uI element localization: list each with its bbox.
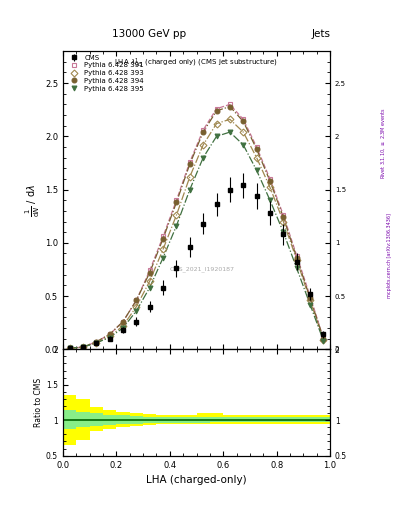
Pythia 6.428 394 [268, 178, 272, 184]
Legend: CMS, Pythia 6.428 391, Pythia 6.428 393, Pythia 6.428 394, Pythia 6.428 395: CMS, Pythia 6.428 391, Pythia 6.428 393,… [65, 53, 145, 93]
Pythia 6.428 391 [321, 335, 326, 342]
Pythia 6.428 395 [121, 325, 125, 331]
Pythia 6.428 395 [81, 344, 85, 350]
Pythia 6.428 393 [268, 184, 272, 190]
Pythia 6.428 394 [321, 335, 326, 342]
Pythia 6.428 394 [241, 118, 246, 124]
Pythia 6.428 394 [67, 345, 72, 351]
Pythia 6.428 391 [107, 331, 112, 337]
Pythia 6.428 391 [134, 297, 139, 303]
Pythia 6.428 395 [214, 133, 219, 139]
Pythia 6.428 394 [187, 161, 192, 167]
X-axis label: LHA (charged-only): LHA (charged-only) [146, 475, 247, 485]
Pythia 6.428 391 [254, 144, 259, 150]
Pythia 6.428 394 [281, 214, 286, 220]
Pythia 6.428 395 [294, 265, 299, 271]
Line: Pythia 6.428 394: Pythia 6.428 394 [67, 104, 326, 351]
Pythia 6.428 395 [174, 223, 179, 229]
Text: 13000 GeV pp: 13000 GeV pp [112, 29, 186, 39]
Pythia 6.428 393 [214, 120, 219, 126]
Pythia 6.428 395 [201, 155, 206, 161]
Pythia 6.428 394 [134, 297, 139, 303]
Pythia 6.428 394 [294, 254, 299, 261]
Pythia 6.428 395 [107, 334, 112, 340]
Pythia 6.428 395 [161, 254, 165, 261]
Pythia 6.428 394 [201, 129, 206, 135]
Pythia 6.428 391 [214, 105, 219, 112]
Pythia 6.428 393 [121, 323, 125, 329]
Pythia 6.428 393 [174, 212, 179, 218]
Pythia 6.428 393 [321, 336, 326, 343]
Pythia 6.428 395 [147, 285, 152, 291]
Pythia 6.428 393 [254, 155, 259, 161]
Pythia 6.428 395 [241, 142, 246, 148]
Pythia 6.428 393 [228, 116, 232, 122]
Pythia 6.428 393 [147, 278, 152, 284]
Pythia 6.428 394 [174, 199, 179, 205]
Pythia 6.428 391 [281, 212, 286, 218]
Pythia 6.428 391 [187, 159, 192, 165]
Pythia 6.428 391 [268, 176, 272, 182]
Pythia 6.428 393 [134, 304, 139, 310]
Text: mcplots.cern.ch [arXiv:1306.3436]: mcplots.cern.ch [arXiv:1306.3436] [387, 214, 391, 298]
Y-axis label: Ratio to CMS: Ratio to CMS [34, 378, 43, 427]
Pythia 6.428 394 [254, 146, 259, 152]
Pythia 6.428 391 [201, 127, 206, 133]
Pythia 6.428 393 [67, 345, 72, 351]
Line: Pythia 6.428 395: Pythia 6.428 395 [67, 130, 326, 351]
Pythia 6.428 391 [161, 233, 165, 240]
Pythia 6.428 393 [81, 344, 85, 350]
Pythia 6.428 391 [147, 267, 152, 273]
Pythia 6.428 393 [281, 219, 286, 225]
Pythia 6.428 395 [94, 340, 99, 346]
Pythia 6.428 391 [241, 116, 246, 122]
Pythia 6.428 394 [228, 103, 232, 110]
Pythia 6.428 394 [308, 295, 312, 301]
Text: LHA $\lambda^{1}_{0.5}$ (charged only) (CMS jet substructure): LHA $\lambda^{1}_{0.5}$ (charged only) (… [114, 57, 279, 71]
Pythia 6.428 394 [94, 339, 99, 345]
Pythia 6.428 395 [134, 308, 139, 314]
Pythia 6.428 394 [121, 318, 125, 325]
Pythia 6.428 395 [254, 167, 259, 174]
Pythia 6.428 393 [294, 257, 299, 263]
Pythia 6.428 394 [161, 236, 165, 242]
Line: Pythia 6.428 393: Pythia 6.428 393 [67, 117, 326, 351]
Pythia 6.428 395 [268, 197, 272, 203]
Pythia 6.428 391 [308, 293, 312, 299]
Text: Jets: Jets [311, 29, 330, 39]
Pythia 6.428 393 [241, 129, 246, 135]
Pythia 6.428 394 [107, 331, 112, 337]
Pythia 6.428 391 [94, 339, 99, 345]
Pythia 6.428 394 [214, 108, 219, 114]
Pythia 6.428 394 [81, 344, 85, 350]
Pythia 6.428 394 [147, 269, 152, 275]
Pythia 6.428 395 [67, 345, 72, 351]
Pythia 6.428 393 [308, 297, 312, 303]
Pythia 6.428 395 [228, 129, 232, 135]
Pythia 6.428 393 [94, 340, 99, 346]
Pythia 6.428 393 [107, 333, 112, 339]
Text: CMS_2021_I1920187: CMS_2021_I1920187 [169, 266, 234, 271]
Line: Pythia 6.428 391: Pythia 6.428 391 [67, 102, 326, 351]
Pythia 6.428 393 [161, 246, 165, 252]
Pythia 6.428 391 [121, 318, 125, 325]
Pythia 6.428 393 [201, 142, 206, 148]
Y-axis label: $\frac{1}{\mathrm{d}N}\ /\ \mathrm{d}\lambda$: $\frac{1}{\mathrm{d}N}\ /\ \mathrm{d}\la… [24, 184, 42, 217]
Pythia 6.428 395 [281, 229, 286, 235]
Pythia 6.428 391 [174, 197, 179, 203]
Pythia 6.428 393 [187, 174, 192, 180]
Pythia 6.428 391 [294, 252, 299, 259]
Pythia 6.428 395 [308, 302, 312, 308]
Pythia 6.428 391 [81, 344, 85, 350]
Text: Rivet 3.1.10, $\geq$ 2.3M events: Rivet 3.1.10, $\geq$ 2.3M events [379, 108, 387, 179]
Pythia 6.428 391 [67, 345, 72, 351]
Pythia 6.428 395 [187, 186, 192, 193]
Pythia 6.428 391 [228, 101, 232, 108]
Pythia 6.428 395 [321, 337, 326, 344]
